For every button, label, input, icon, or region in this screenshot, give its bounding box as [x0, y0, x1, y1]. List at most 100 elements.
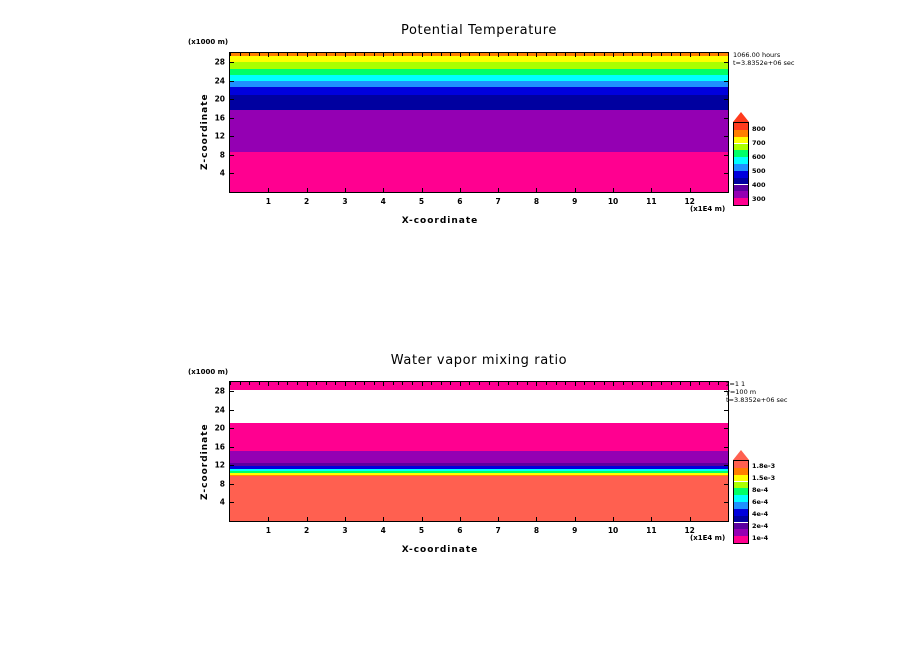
x-minor-tick-mark: [689, 382, 691, 385]
colorbar-segment: [734, 481, 748, 489]
y-tick-mark: [724, 465, 728, 467]
x-minor-tick-mark: [680, 53, 682, 56]
x-minor-tick-mark: [297, 382, 299, 385]
x-minor-tick-mark: [230, 382, 231, 385]
x-minor-tick-mark: [536, 382, 538, 385]
colorbar-tick-label: 1e-4: [752, 534, 769, 542]
x-minor-tick-mark: [584, 382, 586, 385]
x-minor-tick-mark: [335, 382, 337, 385]
x-minor-tick-mark: [287, 382, 289, 385]
y-tick-mark: [724, 117, 728, 119]
contour-band: [230, 472, 728, 475]
x-minor-tick-mark: [344, 382, 346, 385]
x-minor-tick-mark: [651, 382, 653, 385]
contour-band: [230, 109, 728, 153]
x-minor-tick-mark: [354, 53, 356, 56]
contour-band: [230, 470, 728, 473]
y-tick-mark: [230, 136, 234, 138]
x-minor-tick-mark: [459, 382, 461, 385]
x-minor-tick-mark: [565, 53, 567, 56]
contour-band: [230, 463, 728, 466]
x-axis-label-potential-temperature: X-coordinate: [401, 216, 479, 226]
x-minor-tick-mark: [431, 382, 433, 385]
y-axis-label-potential-temperature: Z-coordinate: [200, 93, 210, 170]
x-tick-label: 4: [380, 526, 386, 535]
x-tick-label: 6: [457, 526, 463, 535]
x-minor-tick-mark: [297, 53, 299, 56]
contour-band: [230, 75, 728, 82]
x-minor-tick-mark: [450, 382, 452, 385]
x-minor-tick-mark: [584, 53, 586, 56]
colorbar-segment: [734, 157, 748, 164]
x-minor-tick-mark: [488, 382, 490, 385]
x-minor-tick-mark: [708, 53, 710, 56]
y-tick-mark: [724, 391, 728, 393]
x-tick-mark: [344, 188, 346, 192]
x-minor-tick-mark: [507, 382, 509, 385]
x-tick-mark: [268, 517, 270, 521]
colorbar-body[interactable]: [733, 460, 749, 544]
x-minor-tick-mark: [498, 382, 500, 385]
x-minor-tick-mark: [268, 382, 270, 385]
x-tick-mark: [574, 517, 576, 521]
x-minor-tick-mark: [469, 53, 471, 56]
x-tick-mark: [459, 188, 461, 192]
x-minor-tick-mark: [268, 53, 270, 56]
y-tick-mark: [724, 483, 728, 485]
x-tick-mark: [574, 188, 576, 192]
x-tick-label: 5: [418, 197, 425, 206]
colorbar-segment: [734, 129, 748, 137]
y-axis-label-water-vapor-mixing-ratio: Z-coordinate: [200, 423, 210, 500]
x-minor-tick-mark: [728, 53, 729, 56]
colorbar-segment: [734, 488, 748, 496]
contour-band: [230, 468, 728, 471]
contour-band: [230, 382, 728, 391]
contour-bands-water-vapor-mixing-ratio: [230, 382, 728, 521]
colorbar-tick-label: 700: [752, 139, 766, 147]
x-minor-tick-mark: [574, 382, 576, 385]
x-minor-tick-mark: [373, 53, 375, 56]
x-minor-tick-mark: [306, 53, 308, 56]
plot-annotation-line: t=3.8352e+06 sec: [726, 396, 788, 404]
colorbar-segment: [734, 508, 748, 516]
x-minor-tick-mark: [526, 382, 528, 385]
x-axis-unit-water-vapor-mixing-ratio: (x1E4 m): [690, 534, 726, 542]
x-minor-tick-mark: [316, 382, 318, 385]
y-tick-label: 16: [214, 113, 225, 123]
x-tick-label: 4: [380, 197, 386, 206]
x-axis-label-water-vapor-mixing-ratio: X-coordinate: [401, 545, 479, 555]
x-tick-mark: [459, 517, 461, 521]
x-minor-tick-mark: [670, 382, 672, 385]
x-minor-tick-mark: [660, 382, 662, 385]
plot-title-water-vapor-mixing-ratio: Water vapor mixing ratio: [390, 353, 568, 368]
y-tick-mark: [724, 502, 728, 504]
colorbar-segment: [734, 150, 748, 158]
x-minor-tick-mark: [258, 53, 260, 56]
x-minor-tick-mark: [641, 382, 643, 385]
x-minor-tick-mark: [392, 382, 394, 385]
colorbar-water-vapor-mixing-ratio[interactable]: [733, 450, 749, 544]
contour-band: [230, 450, 728, 464]
x-minor-tick-mark: [708, 382, 710, 385]
x-minor-tick-mark: [383, 382, 385, 385]
x-minor-tick-mark: [344, 53, 346, 56]
contour-band: [230, 68, 728, 76]
y-tick-mark: [230, 465, 234, 467]
colorbar-body[interactable]: [733, 122, 749, 206]
x-minor-tick-mark: [239, 382, 241, 385]
x-tick-mark: [383, 517, 385, 521]
colorbar-segment: [734, 177, 748, 185]
x-minor-tick-mark: [718, 382, 720, 385]
x-tick-mark: [536, 188, 538, 192]
x-minor-tick-mark: [651, 53, 653, 56]
y-tick-mark: [724, 173, 728, 175]
y-tick-label: 28: [214, 57, 225, 67]
x-minor-tick-mark: [411, 53, 413, 56]
x-minor-tick-mark: [517, 53, 519, 56]
x-tick-mark: [689, 188, 691, 192]
colorbar-potential-temperature[interactable]: [733, 112, 749, 206]
x-tick-mark: [383, 188, 385, 192]
x-minor-tick-mark: [230, 53, 231, 56]
x-tick-mark: [421, 517, 423, 521]
